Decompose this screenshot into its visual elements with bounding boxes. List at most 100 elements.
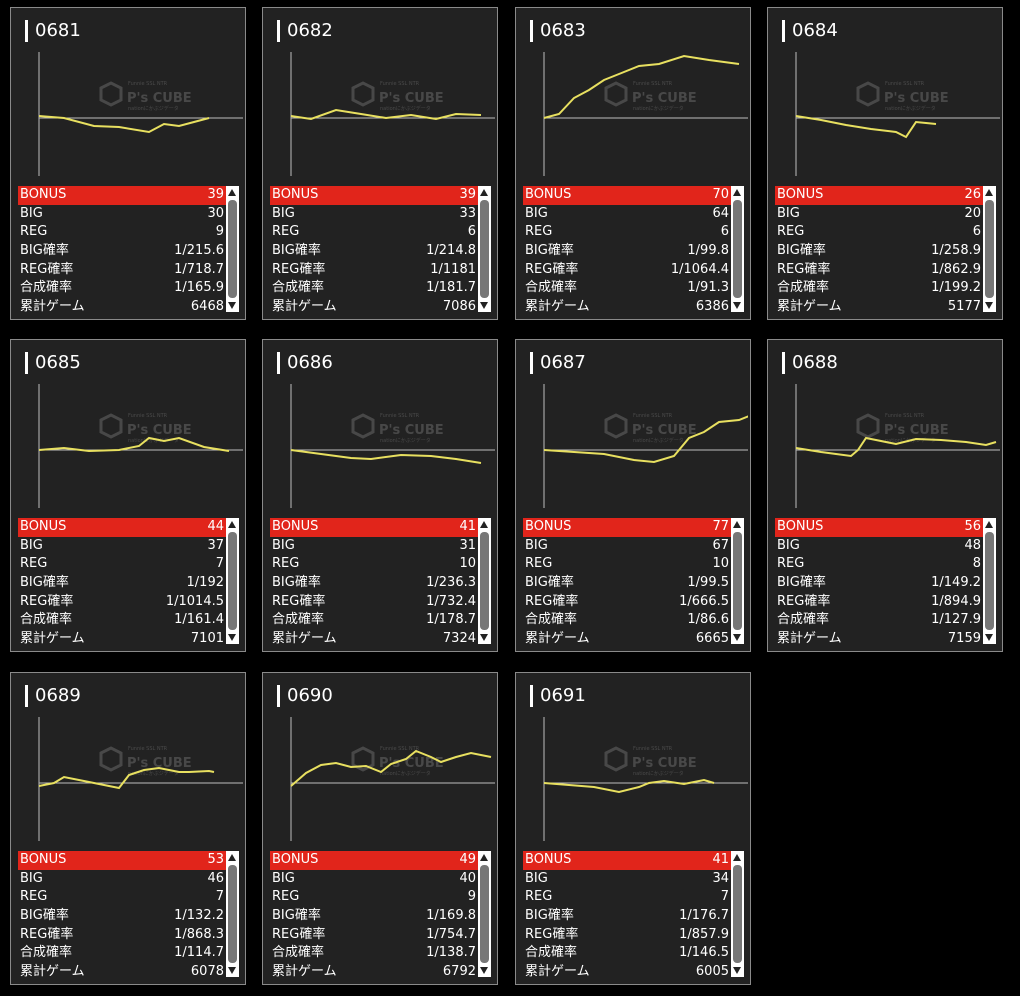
stat-value: 33: [459, 205, 476, 221]
svg-text:P's CUBE: P's CUBE: [127, 91, 192, 106]
stat-row-games: 累計ゲーム 6078: [18, 963, 226, 982]
machine-card[interactable]: 0684 P's CUBE Funnie SSL NTR nationにかぶジデータ B…: [767, 7, 1003, 320]
stat-value: 41: [459, 519, 476, 534]
stat-value: 1/754.7: [426, 926, 476, 942]
scroll-up-icon[interactable]: [480, 854, 488, 861]
stat-row-big: BIG 40: [270, 870, 478, 889]
slump-line: [38, 436, 230, 453]
machine-card[interactable]: 0688 P's CUBE Funnie SSL NTR nationにかぶジデータ B…: [767, 339, 1003, 652]
ps-cube-watermark: P's CUBE Funnie SSL NTR nationにかぶジデータ: [351, 413, 444, 444]
stats-scrollbar[interactable]: [983, 186, 996, 312]
machine-card[interactable]: 0681 P's CUBE Funnie SSL NTR nationにかぶジデータ B…: [10, 7, 246, 320]
stat-row-reg: REG 6: [270, 223, 478, 242]
stat-value: 6: [467, 224, 476, 240]
scroll-down-icon[interactable]: [985, 302, 993, 309]
stat-row-big-rate: BIG確率 1/132.2: [18, 907, 226, 926]
stat-row-total-rate: 合成確率 1/165.9: [18, 279, 226, 298]
scroll-thumb[interactable]: [733, 532, 742, 630]
scroll-down-icon[interactable]: [733, 302, 741, 309]
scroll-down-icon[interactable]: [480, 302, 488, 309]
stat-value: 1/181.7: [426, 280, 476, 296]
scroll-up-icon[interactable]: [480, 189, 488, 196]
machine-number: 0691: [530, 685, 586, 707]
stat-value: 7: [720, 889, 729, 905]
machine-card[interactable]: 0691 P's CUBE Funnie SSL NTR nationにかぶジデータ B…: [515, 672, 751, 985]
stats-scrollbar[interactable]: [731, 186, 744, 312]
stat-label: REG: [20, 224, 48, 240]
ps-cube-watermark: P's CUBE Funnie SSL NTR nationにかぶジデータ: [99, 81, 192, 112]
machine-card[interactable]: 0689 P's CUBE Funnie SSL NTR nationにかぶジデータ B…: [10, 672, 246, 985]
scroll-down-icon[interactable]: [733, 634, 741, 641]
stat-value: 64: [712, 205, 729, 221]
scroll-thumb[interactable]: [480, 200, 489, 298]
scroll-up-icon[interactable]: [985, 521, 993, 528]
scroll-down-icon[interactable]: [228, 634, 236, 641]
svg-text:Funnie SSL NTR: Funnie SSL NTR: [380, 746, 420, 752]
scroll-down-icon[interactable]: [228, 967, 236, 974]
scroll-down-icon[interactable]: [733, 967, 741, 974]
scroll-thumb[interactable]: [228, 532, 237, 630]
scroll-up-icon[interactable]: [733, 189, 741, 196]
stat-label: REG確率: [777, 261, 831, 277]
stat-value: 6665: [695, 631, 729, 647]
stat-label: BIG確率: [20, 575, 69, 591]
stat-label: 合成確率: [777, 612, 830, 628]
machine-card[interactable]: 0683 P's CUBE Funnie SSL NTR nationにかぶジデータ B…: [515, 7, 751, 320]
stat-row-total-rate: 合成確率 1/127.9: [775, 611, 983, 630]
stats-scrollbar[interactable]: [478, 518, 491, 644]
stat-label: 累計ゲーム: [272, 964, 337, 980]
machine-card[interactable]: 0682 P's CUBE Funnie SSL NTR nationにかぶジデータ B…: [262, 7, 498, 320]
stat-value: 44: [207, 519, 224, 534]
scroll-up-icon[interactable]: [733, 521, 741, 528]
stat-value: 8: [972, 556, 981, 572]
scroll-down-icon[interactable]: [480, 634, 488, 641]
stat-row-reg: REG 10: [523, 555, 731, 574]
machine-card[interactable]: 0690 P's CUBE Funnie SSL NTR nationにかぶジデータ B…: [262, 672, 498, 985]
scroll-thumb[interactable]: [733, 865, 742, 963]
stats-scrollbar[interactable]: [226, 851, 239, 977]
scroll-up-icon[interactable]: [228, 854, 236, 861]
stat-value: 1/138.7: [426, 945, 476, 961]
stat-value: 1/1014.5: [165, 593, 224, 609]
stats-scrollbar[interactable]: [478, 851, 491, 977]
scroll-up-icon[interactable]: [985, 189, 993, 196]
stats-scrollbar[interactable]: [731, 518, 744, 644]
stats-table: BONUS 49 BIG 40 REG 9 BIG確率 1/169.8 REG確率 1/754.7…: [270, 851, 478, 979]
stats-scrollbar[interactable]: [226, 518, 239, 644]
scroll-up-icon[interactable]: [733, 854, 741, 861]
stats-table: BONUS 26 BIG 20 REG 6 BIG確率 1/258.9 REG確率 1/862.9…: [775, 186, 983, 314]
machine-number: 0684: [782, 20, 838, 42]
scroll-up-icon[interactable]: [228, 189, 236, 196]
stat-label: BIG: [777, 537, 800, 553]
scroll-thumb[interactable]: [228, 865, 237, 963]
svg-text:P's CUBE: P's CUBE: [379, 423, 444, 438]
stat-row-reg: REG 6: [523, 223, 731, 242]
scroll-thumb[interactable]: [985, 532, 994, 630]
scroll-thumb[interactable]: [228, 200, 237, 298]
scroll-thumb[interactable]: [985, 200, 994, 298]
svg-text:Funnie SSL NTR: Funnie SSL NTR: [128, 746, 168, 752]
machine-number: 0688: [782, 352, 838, 374]
stat-value: 41: [712, 852, 729, 867]
stat-row-reg-rate: REG確率 1/718.7: [18, 261, 226, 280]
scroll-thumb[interactable]: [480, 865, 489, 963]
scroll-thumb[interactable]: [733, 200, 742, 298]
scroll-thumb[interactable]: [480, 532, 489, 630]
machine-card[interactable]: 0687 P's CUBE Funnie SSL NTR nationにかぶジデータ B…: [515, 339, 751, 652]
scroll-up-icon[interactable]: [480, 521, 488, 528]
stat-row-reg-rate: REG確率 1/857.9: [523, 926, 731, 945]
scroll-down-icon[interactable]: [480, 967, 488, 974]
stat-value: 39: [459, 187, 476, 202]
stat-label: 累計ゲーム: [525, 631, 590, 647]
stats-scrollbar[interactable]: [226, 186, 239, 312]
scroll-down-icon[interactable]: [985, 634, 993, 641]
stat-label: REG: [272, 556, 300, 572]
stats-scrollbar[interactable]: [478, 186, 491, 312]
scroll-up-icon[interactable]: [228, 521, 236, 528]
stats-scrollbar[interactable]: [731, 851, 744, 977]
stat-row-reg-rate: REG確率 1/894.9: [775, 593, 983, 612]
scroll-down-icon[interactable]: [228, 302, 236, 309]
stats-scrollbar[interactable]: [983, 518, 996, 644]
machine-card[interactable]: 0686 P's CUBE Funnie SSL NTR nationにかぶジデータ B…: [262, 339, 498, 652]
machine-card[interactable]: 0685 P's CUBE Funnie SSL NTR nationにかぶジデータ B…: [10, 339, 246, 652]
